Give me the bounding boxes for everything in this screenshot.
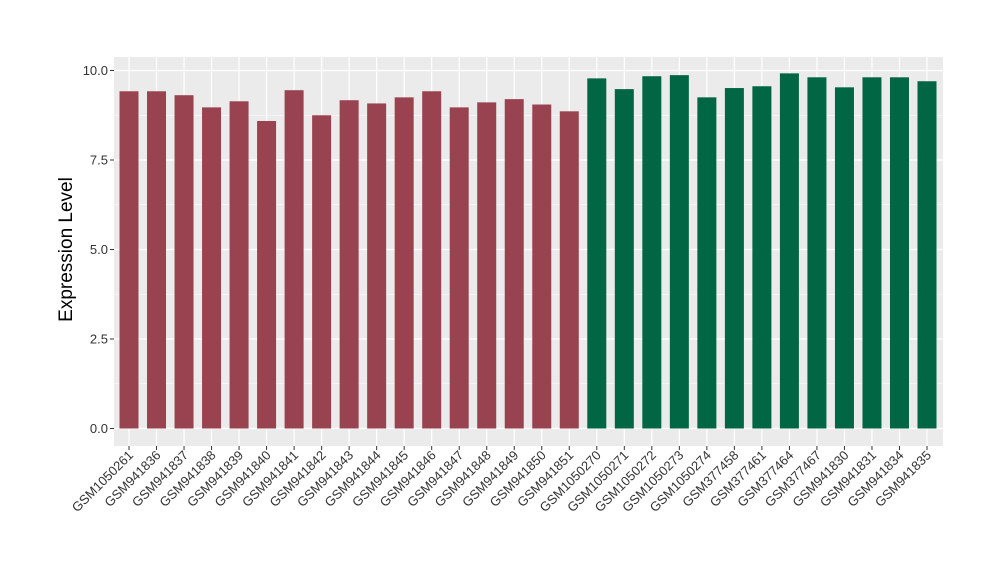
bar-gsm941835 [917, 81, 937, 429]
bar-gsm941851 [559, 111, 579, 429]
y-tick-label: 7.5 [90, 153, 108, 168]
bars [119, 73, 937, 429]
bar-gsm941842 [312, 115, 332, 429]
bar-gsm941850 [532, 104, 552, 429]
bar-gsm1050274 [697, 97, 717, 429]
plot-panel [114, 57, 943, 446]
bar-gsm941840 [257, 120, 277, 429]
y-tick-label: 2.5 [90, 332, 108, 347]
bar-gsm377464 [779, 73, 799, 429]
minor-gridlines [114, 114, 943, 385]
bar-gsm941836 [147, 91, 167, 429]
bar-gsm377461 [752, 86, 772, 429]
bar-gsm941834 [889, 77, 909, 429]
y-tick-label: 0.0 [90, 421, 108, 436]
bar-gsm941838 [202, 107, 222, 429]
bar-gsm941849 [504, 99, 524, 429]
y-tick-label: 5.0 [90, 242, 108, 257]
x-axis: GSM1050261GSM941836GSM941837GSM941838GSM… [69, 446, 934, 515]
bar-gsm1050261 [119, 91, 139, 429]
bar-gsm941839 [229, 101, 249, 429]
bar-gsm1050272 [642, 76, 662, 429]
bar-gsm1050270 [587, 78, 607, 429]
bar-gsm941848 [477, 102, 497, 429]
bar-gsm941831 [862, 77, 882, 429]
bar-gsm941841 [284, 90, 304, 429]
bar-gsm377458 [724, 88, 744, 429]
bar-gsm941844 [367, 103, 387, 429]
bar-gsm941837 [174, 95, 194, 429]
bar-gsm941845 [394, 97, 414, 429]
bar-gsm377467 [807, 77, 827, 429]
y-axis: 0.0 2.5 5.0 7.5 10.0 [83, 63, 114, 436]
y-tick-label: 10.0 [83, 63, 108, 78]
bar-gsm941847 [449, 107, 469, 429]
bar-gsm1050273 [669, 75, 689, 429]
bar-gsm941846 [422, 91, 442, 429]
bar-gsm941830 [834, 87, 854, 429]
y-axis-title: Expression Level [56, 177, 77, 322]
bar-gsm1050271 [614, 89, 634, 429]
bar-gsm941843 [339, 100, 359, 429]
